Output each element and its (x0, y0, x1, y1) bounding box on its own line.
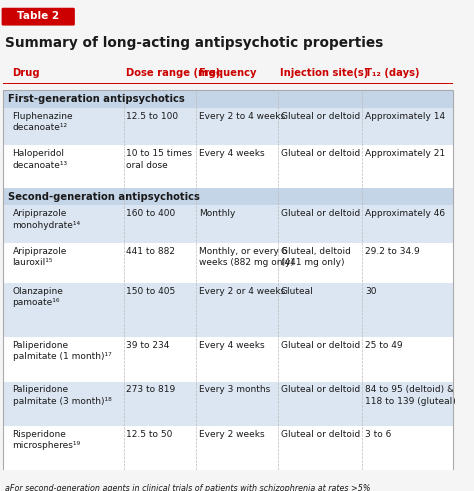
Text: Summary of long-acting antipsychotic properties: Summary of long-acting antipsychotic pro… (5, 36, 383, 50)
Bar (3, 382, 454, 426)
Text: Gluteal or deltoid: Gluteal or deltoid (281, 430, 360, 439)
Text: T₁₂ (days): T₁₂ (days) (365, 68, 419, 79)
Text: Drug: Drug (12, 68, 40, 79)
Text: Monthly, or every 6
weeks (882 mg only): Monthly, or every 6 weeks (882 mg only) (199, 247, 294, 267)
Text: 12.5 to 50: 12.5 to 50 (126, 430, 173, 439)
Bar (3, 426, 454, 477)
Text: Every 3 months: Every 3 months (199, 385, 270, 394)
Text: 25 to 49: 25 to 49 (365, 341, 403, 350)
Text: Every 2 weeks: Every 2 weeks (199, 430, 264, 439)
Text: Approximately 14: Approximately 14 (365, 111, 445, 120)
Text: 150 to 405: 150 to 405 (126, 287, 175, 296)
Text: 10 to 15 times
oral dose: 10 to 15 times oral dose (126, 149, 192, 169)
Bar (3, 188, 454, 205)
Text: Gluteal or deltoid: Gluteal or deltoid (281, 385, 360, 394)
Text: First-generation antipsychotics: First-generation antipsychotics (8, 94, 184, 104)
Text: aFor second-generation agents in clinical trials of patients with schizophrenia : aFor second-generation agents in clinica… (5, 484, 371, 491)
Bar (3, 90, 454, 108)
Text: Injection site(s): Injection site(s) (281, 68, 369, 79)
Text: 273 to 819: 273 to 819 (126, 385, 175, 394)
Bar (3, 337, 454, 382)
Bar (3, 90, 454, 477)
Text: 3 to 6: 3 to 6 (365, 430, 392, 439)
Bar (3, 243, 454, 283)
Text: Approximately 46: Approximately 46 (365, 209, 445, 218)
Text: Aripiprazole
lauroxil¹⁵: Aripiprazole lauroxil¹⁵ (12, 247, 67, 267)
Text: Table 2: Table 2 (18, 11, 60, 21)
Bar (3, 83, 454, 84)
Bar (3, 283, 454, 337)
FancyBboxPatch shape (1, 8, 75, 26)
Text: Aripiprazole
monohydrate¹⁴: Aripiprazole monohydrate¹⁴ (12, 209, 81, 230)
Text: Olanzapine
pamoate¹⁶: Olanzapine pamoate¹⁶ (12, 287, 64, 307)
Text: Monthly: Monthly (199, 209, 236, 218)
Text: 160 to 400: 160 to 400 (126, 209, 175, 218)
Text: 39 to 234: 39 to 234 (126, 341, 170, 350)
Text: Approximately 21: Approximately 21 (365, 149, 445, 158)
Text: 441 to 882: 441 to 882 (126, 247, 175, 256)
Text: Second-generation antipsychotics: Second-generation antipsychotics (8, 191, 200, 201)
Text: Paliperidone
palmitate (3 month)¹⁸: Paliperidone palmitate (3 month)¹⁸ (12, 385, 111, 406)
Text: Every 4 weeks: Every 4 weeks (199, 341, 264, 350)
Text: Fluphenazine
decanoate¹²: Fluphenazine decanoate¹² (12, 111, 73, 132)
Bar (3, 108, 454, 145)
Bar (3, 145, 454, 188)
Text: Every 4 weeks: Every 4 weeks (199, 149, 264, 158)
Text: Frequency: Frequency (199, 68, 257, 79)
Text: Gluteal or deltoid: Gluteal or deltoid (281, 111, 360, 120)
Bar (3, 205, 454, 243)
Text: Gluteal or deltoid: Gluteal or deltoid (281, 149, 360, 158)
Text: 12.5 to 100: 12.5 to 100 (126, 111, 178, 120)
Text: Paliperidone
palmitate (1 month)¹⁷: Paliperidone palmitate (1 month)¹⁷ (12, 341, 111, 361)
Text: Every 2 or 4 weeks: Every 2 or 4 weeks (199, 287, 285, 296)
Text: Dose range (mg): Dose range (mg) (126, 68, 220, 79)
Text: Every 2 to 4 weeks: Every 2 to 4 weeks (199, 111, 285, 120)
Text: Gluteal or deltoid: Gluteal or deltoid (281, 209, 360, 218)
Text: Haloperidol
decanoate¹³: Haloperidol decanoate¹³ (12, 149, 68, 169)
Text: Gluteal or deltoid: Gluteal or deltoid (281, 341, 360, 350)
Text: 30: 30 (365, 287, 377, 296)
Text: Gluteal: Gluteal (281, 287, 314, 296)
Text: 84 to 95 (deltoid) &
118 to 139 (gluteal): 84 to 95 (deltoid) & 118 to 139 (gluteal… (365, 385, 456, 406)
Text: 29.2 to 34.9: 29.2 to 34.9 (365, 247, 420, 256)
Text: Gluteal, deltoid
(441 mg only): Gluteal, deltoid (441 mg only) (281, 247, 351, 267)
Text: Risperidone
microspheres¹⁹: Risperidone microspheres¹⁹ (12, 430, 81, 450)
